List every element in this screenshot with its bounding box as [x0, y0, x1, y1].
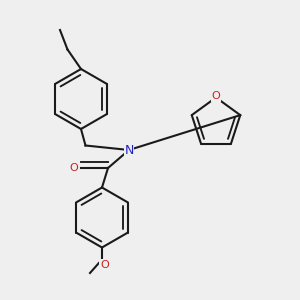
Text: O: O: [69, 163, 78, 173]
Text: O: O: [100, 260, 109, 270]
Text: O: O: [212, 91, 220, 101]
Text: N: N: [124, 143, 134, 157]
